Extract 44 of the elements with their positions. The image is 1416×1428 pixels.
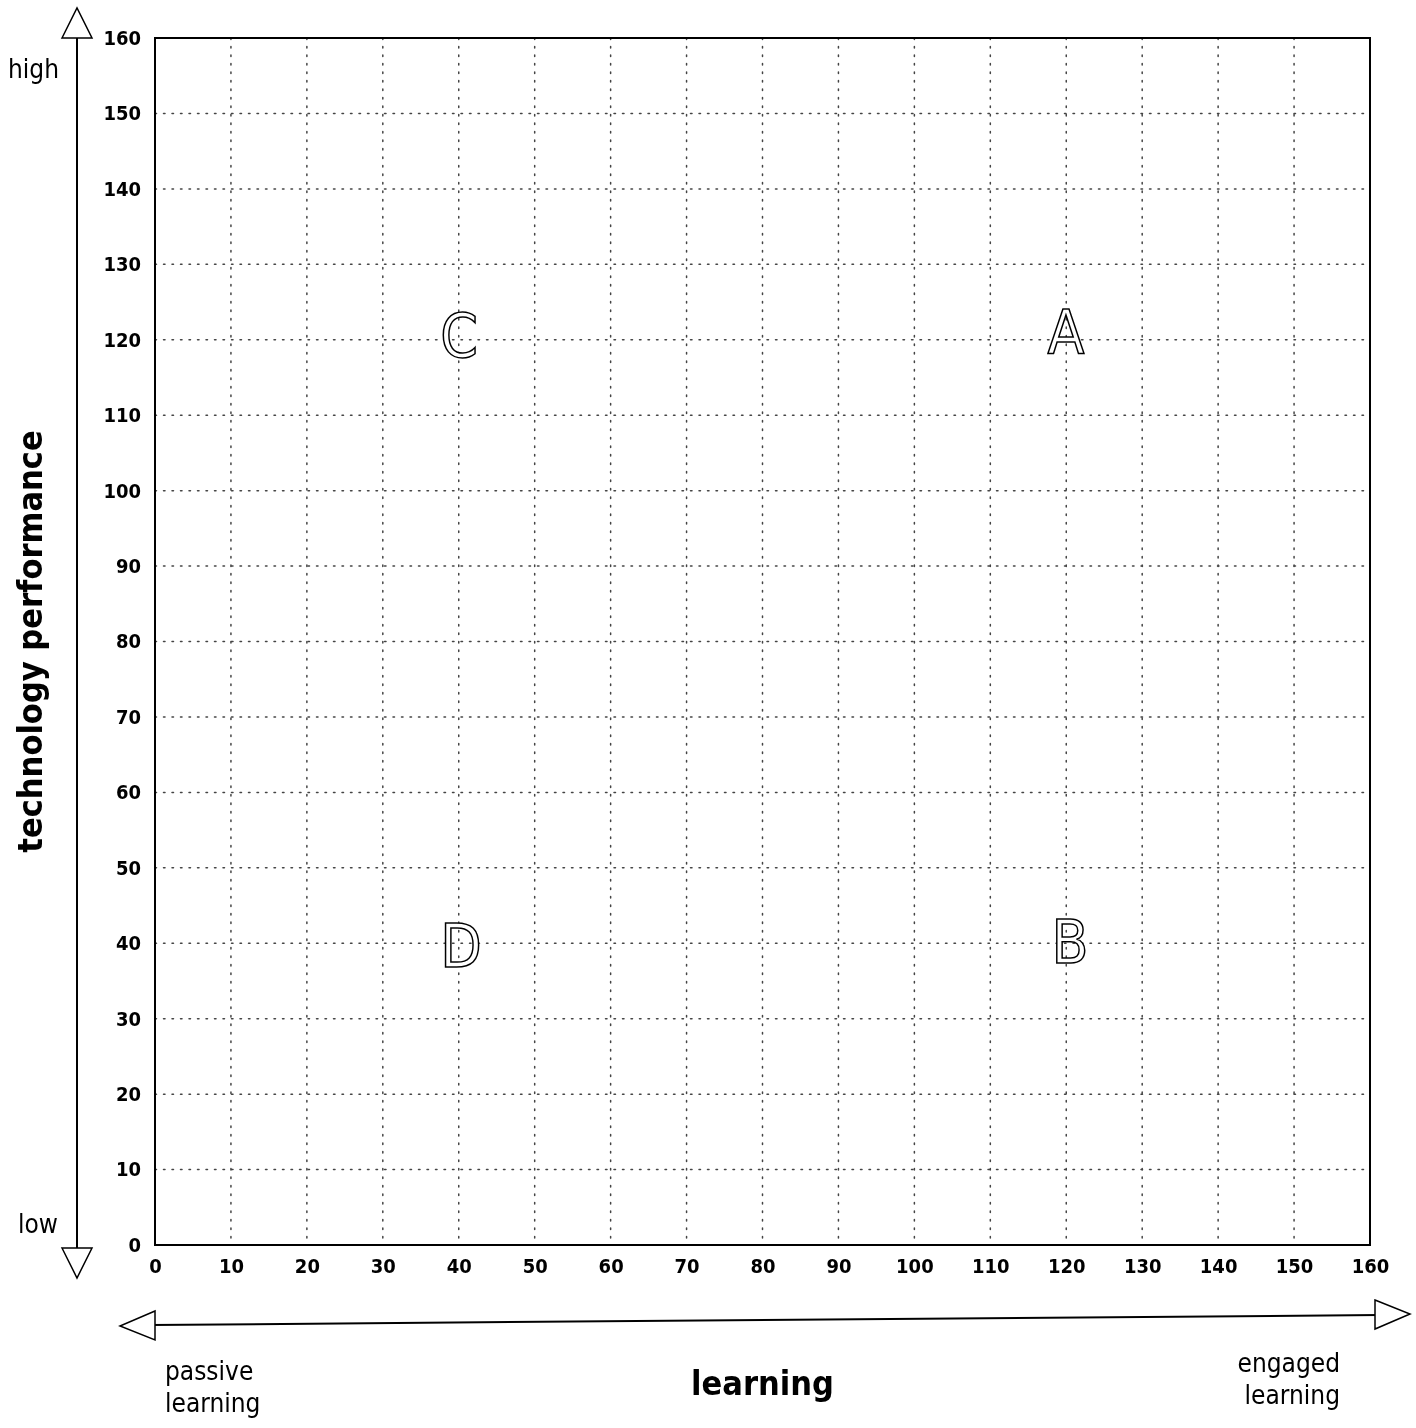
y-tick-label: 30 xyxy=(115,1006,141,1031)
x-tick-label: 30 xyxy=(370,1254,396,1279)
y-tick-label: 150 xyxy=(103,101,141,126)
y-tick-label: 50 xyxy=(115,855,141,880)
annotation: C xyxy=(440,301,478,371)
y-tick-label: 70 xyxy=(115,704,141,729)
y-tick-label: 110 xyxy=(103,403,141,428)
x-tick-label: 110 xyxy=(972,1254,1010,1279)
x-tick-label: 90 xyxy=(826,1254,852,1279)
x-tick-label: 0 xyxy=(149,1254,162,1279)
annotation: A xyxy=(1047,297,1085,367)
annotation: B xyxy=(1051,907,1089,977)
annotation: D xyxy=(440,911,482,981)
x-tick-label: 60 xyxy=(598,1254,624,1279)
x-tick-label: 130 xyxy=(1123,1254,1162,1279)
y-tick-label: 90 xyxy=(115,553,141,578)
x-axis-title: learning xyxy=(691,1363,834,1403)
x-tick-label: 50 xyxy=(522,1254,548,1279)
x-tick-label: 150 xyxy=(1275,1254,1314,1279)
y-tick-label: 10 xyxy=(115,1157,141,1182)
x-tick-label: 120 xyxy=(1047,1254,1086,1279)
y-tick-label: 60 xyxy=(115,780,141,805)
y-tick-label: 100 xyxy=(103,478,141,503)
y-tick-label: 120 xyxy=(103,327,141,352)
x-tick-label: 140 xyxy=(1199,1254,1238,1279)
y-tick-label: 160 xyxy=(103,25,141,50)
x-tick-label: 10 xyxy=(218,1254,244,1279)
y-tick-label: 40 xyxy=(115,931,141,956)
text: passive learning xyxy=(165,1356,261,1418)
y-axis-title: technology performance xyxy=(10,430,50,853)
y-tick-label: 130 xyxy=(103,252,141,277)
x-tick-label: 160 xyxy=(1351,1254,1390,1279)
x-tick-label: 40 xyxy=(446,1254,472,1279)
text: high xyxy=(8,54,60,84)
y-tick-label: 140 xyxy=(103,176,141,201)
text: low xyxy=(18,1209,58,1239)
x-tick-label: 80 xyxy=(750,1254,776,1279)
y-tick-label: 80 xyxy=(115,629,141,654)
x-tick-label: 20 xyxy=(294,1254,320,1279)
text: engaged learning xyxy=(1237,1348,1340,1410)
y-tick-label: 0 xyxy=(128,1232,141,1257)
x-tick-label: 70 xyxy=(674,1254,700,1279)
y-tick-label: 20 xyxy=(115,1082,141,1107)
x-tick-label: 100 xyxy=(896,1254,934,1279)
